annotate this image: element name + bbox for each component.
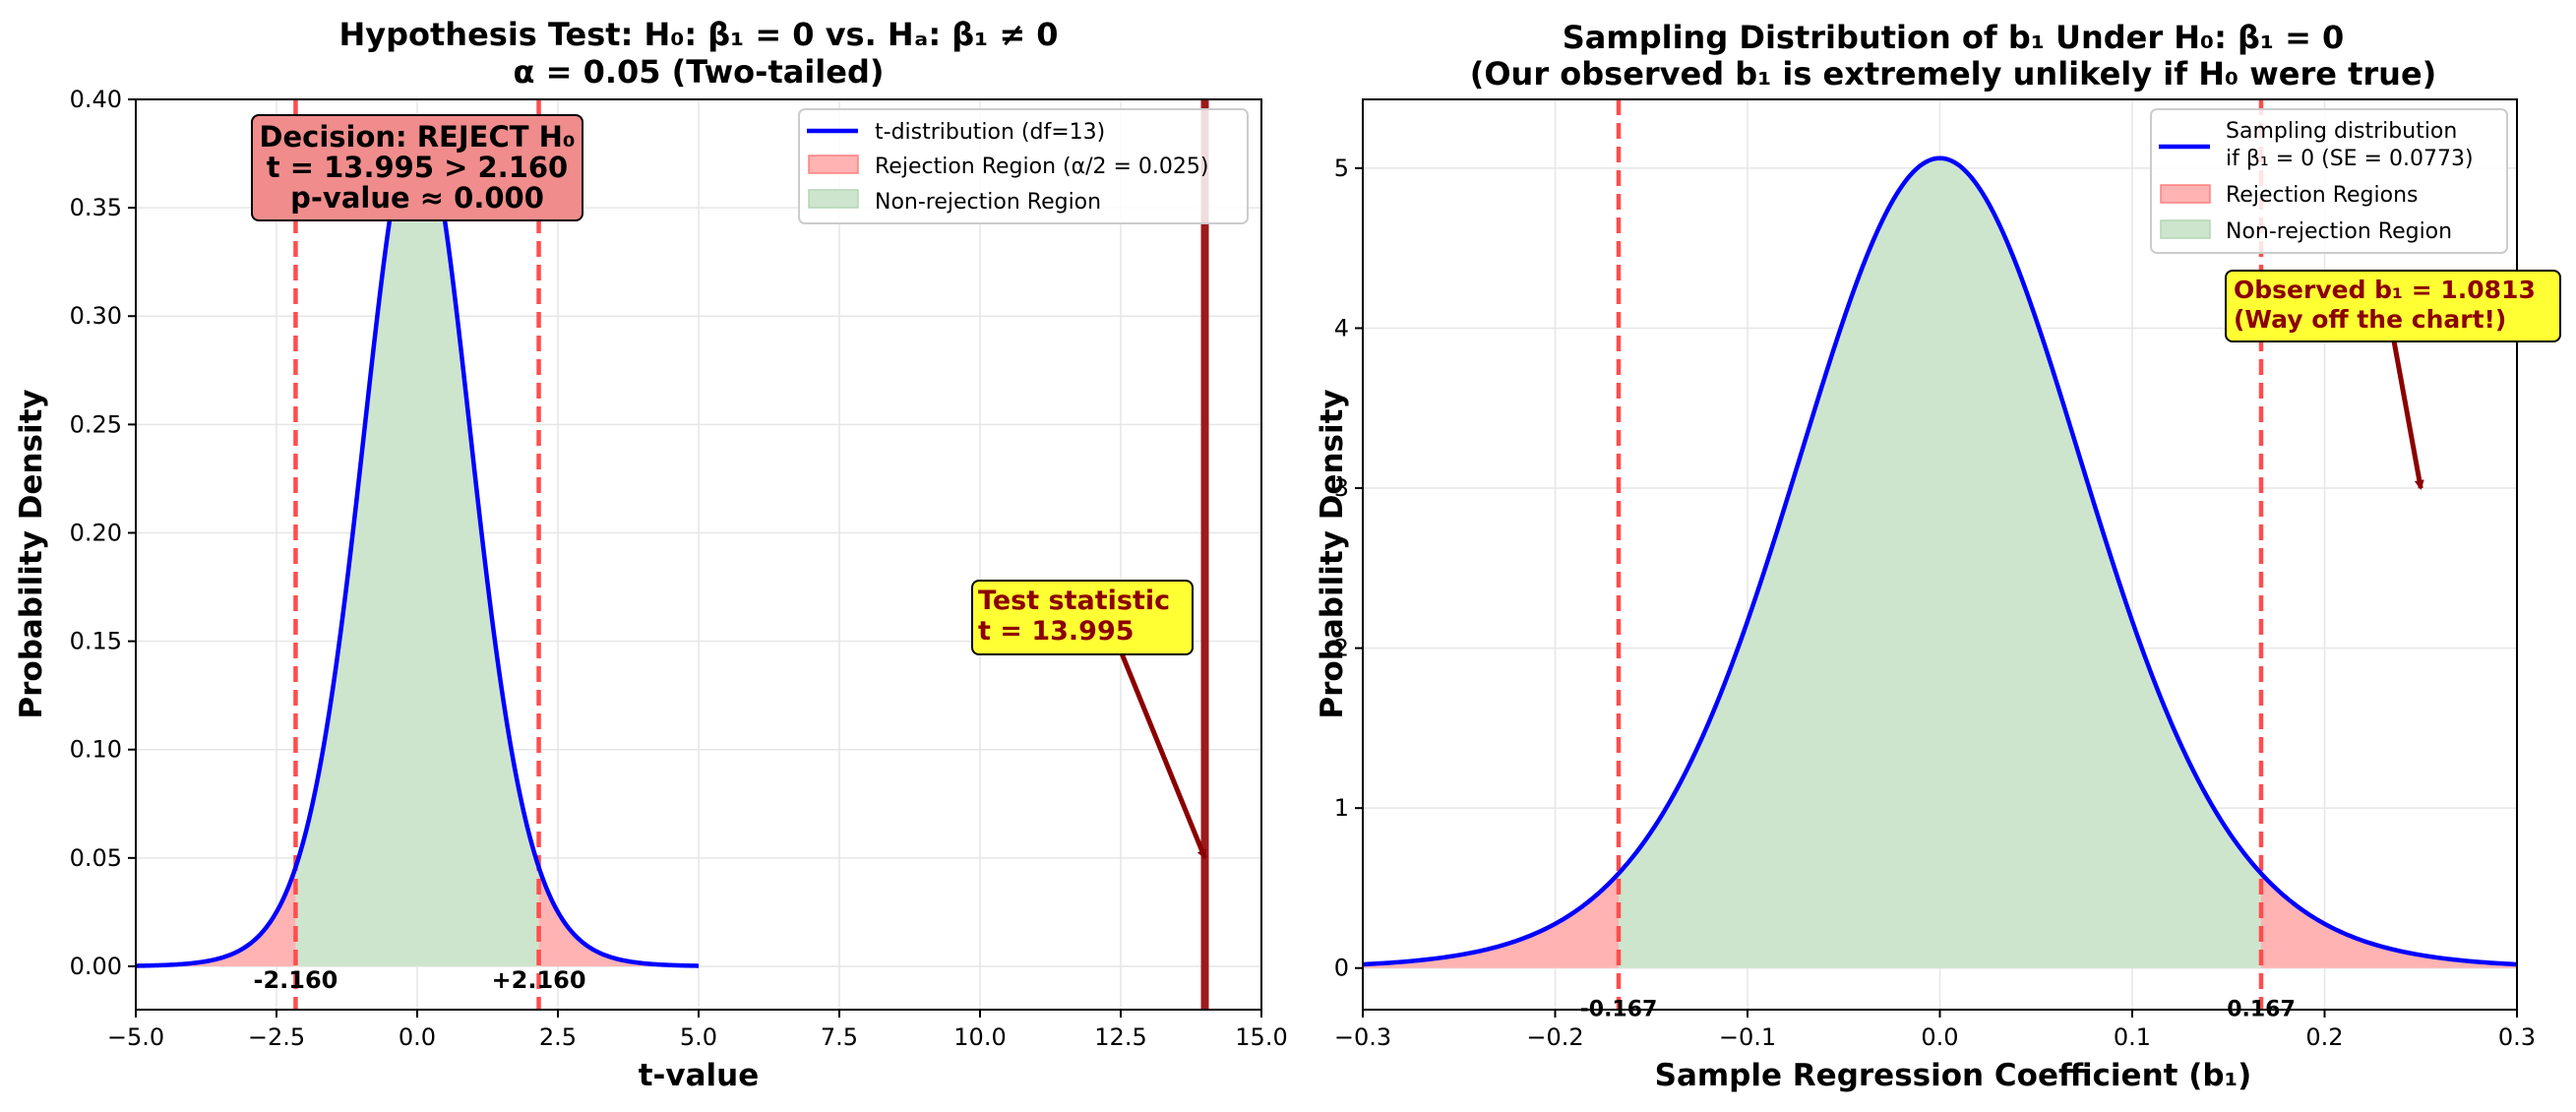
- chart1-xtick-label-2: 0.0: [399, 1023, 436, 1051]
- legend2-item-rejection: Rejection Regions: [2226, 183, 2419, 208]
- chart1-ytick-label-3: 0.15: [70, 628, 122, 655]
- chart1-test-statistic-annotation: Test statistic t = 13.995: [971, 580, 1207, 860]
- annotation1-line1: Test statistic: [978, 586, 1170, 616]
- chart1-y-axis-label: Probability Density: [14, 389, 49, 718]
- chart2-x-axis-label: Sample Regression Coefficient (b₁): [1655, 1058, 2252, 1093]
- chart1-xtick-label-5: 7.5: [821, 1023, 858, 1051]
- chart2-y-ticks: 0 1 2 3 4 5: [1334, 154, 1363, 982]
- chart1-decision-box: Decision: REJECT H₀ t = 13.995 > 2.160 p…: [251, 114, 583, 221]
- chart1-ytick-label-0: 0.00: [70, 953, 122, 980]
- chart2-rejection-region-left: [1363, 873, 1620, 968]
- chart-t-distribution: Hypothesis Test: H₀: β₁ = 0 vs. Hₐ: β₁ ≠…: [14, 16, 1288, 1093]
- chart1-xtick-label-0: −5.0: [107, 1023, 164, 1051]
- chart2-xtick-label-2: −0.1: [1719, 1023, 1776, 1051]
- chart1-xtick-label-8: 15.0: [1235, 1023, 1287, 1051]
- chart2-critical-label-right: 0.167: [2227, 998, 2296, 1022]
- chart1-ytick-label-8: 0.40: [70, 86, 122, 113]
- chart1-xtick-label-6: 10.0: [953, 1023, 1006, 1051]
- legend2-item-curve-line2: if β₁ = 0 (SE = 0.0773): [2226, 147, 2474, 171]
- chart2-xtick-label-5: 0.2: [2305, 1023, 2343, 1051]
- chart2-title-line1: Sampling Distribution of b₁ Under H₀: β₁…: [1563, 19, 2345, 56]
- chart2-ytick-label-1: 1: [1334, 794, 1349, 822]
- chart2-ytick-label-5: 5: [1334, 154, 1349, 182]
- chart1-title-line1: Hypothesis Test: H₀: β₁ = 0 vs. Hₐ: β₁ ≠…: [338, 16, 1058, 53]
- chart1-ytick-label-1: 0.05: [70, 844, 122, 872]
- chart-sampling-distribution: Sampling Distribution of b₁ Under H₀: β₁…: [1315, 19, 2561, 1093]
- chart2-xtick-label-0: −0.3: [1334, 1023, 1391, 1051]
- chart2-critical-label-left: -0.167: [1580, 998, 1658, 1022]
- chart2-ytick-label-0: 0: [1334, 955, 1349, 982]
- legend1-nonrejection-swatch: [808, 189, 859, 209]
- legend2-nonrejection-swatch: [2160, 219, 2211, 239]
- legend1-item-nonrejection: Non-rejection Region: [875, 190, 1101, 215]
- chart1-annotation-arrow: [1105, 618, 1207, 860]
- chart2-xtick-label-3: 0.0: [1921, 1023, 1958, 1051]
- chart1-xtick-label-1: −2.5: [248, 1023, 305, 1051]
- chart2-ytick-label-4: 4: [1334, 314, 1349, 341]
- chart2-legend: Sampling distribution if β₁ = 0 (SE = 0.…: [2150, 108, 2508, 254]
- chart1-xtick-label-7: 12.5: [1094, 1023, 1146, 1051]
- chart1-ytick-label-7: 0.35: [70, 194, 122, 221]
- legend2-item-curve-line1: Sampling distribution: [2226, 119, 2457, 144]
- legend2-item-nonrejection: Non-rejection Region: [2226, 219, 2452, 244]
- chart1-title-line2: α = 0.05 (Two-tailed): [514, 53, 885, 91]
- decision-line1: Decision: REJECT H₀: [259, 120, 575, 154]
- chart2-xtick-label-4: 0.1: [2114, 1023, 2151, 1051]
- chart1-x-axis-label: t-value: [639, 1058, 760, 1093]
- chart1-ytick-label-2: 0.10: [70, 736, 122, 764]
- decision-line3: p-value ≈ 0.000: [290, 181, 544, 215]
- annotation1-line2: t = 13.995: [978, 616, 1135, 647]
- legend2-rejection-swatch: [2160, 184, 2211, 204]
- annotation2-line1: Observed b₁ = 1.0813: [2234, 276, 2536, 304]
- legend1-item-curve: t-distribution (df=13): [875, 120, 1105, 145]
- chart2-title-line2: (Our observed b₁ is extremely unlikely i…: [1470, 55, 2437, 93]
- chart2-rejection-region-right: [2260, 873, 2517, 968]
- chart1-ytick-label-6: 0.30: [70, 302, 122, 330]
- chart2-y-axis-label: Probability Density: [1315, 389, 1350, 718]
- annotation2-line2: (Way off the chart!): [2234, 305, 2506, 334]
- chart2-observed-annotation: Observed b₁ = 1.0813 (Way off the chart!…: [2225, 270, 2561, 491]
- chart1-xtick-label-4: 5.0: [680, 1023, 717, 1051]
- chart2-annotation-arrow: [2387, 317, 2424, 491]
- chart1-nonrejection-region: [295, 118, 539, 966]
- chart1-legend: t-distribution (df=13) Rejection Region …: [798, 108, 1249, 224]
- chart1-ytick-label-5: 0.25: [70, 410, 122, 438]
- chart2-xtick-label-1: −0.2: [1526, 1023, 1583, 1051]
- chart1-ytick-label-4: 0.20: [70, 519, 122, 546]
- chart1-critical-label-left: -2.160: [254, 966, 338, 994]
- chart2-xtick-label-6: 0.3: [2498, 1023, 2536, 1051]
- chart1-y-ticks: 0.00 0.05 0.10 0.15 0.20 0.25 0.30 0.35 0.40: [70, 86, 136, 980]
- chart1-xtick-label-3: 2.5: [539, 1023, 577, 1051]
- chart2-x-ticks: −0.3 −0.2 −0.1 0.0 0.1 0.2 0.3: [1334, 1010, 2536, 1051]
- chart1-x-ticks: −5.0 −2.5 0.0 2.5 5.0 7.5 10.0 12.5 15.0: [107, 1010, 1288, 1051]
- chart1-critical-label-right: +2.160: [492, 966, 586, 994]
- chart2-sampling-curve: [1363, 155, 2517, 967]
- chart2-nonrejection-region: [1619, 157, 2261, 968]
- decision-line2: t = 13.995 > 2.160: [267, 151, 568, 184]
- chart2-ytick-label-3: 3: [1334, 474, 1349, 502]
- chart2-ytick-label-2: 2: [1334, 635, 1349, 662]
- legend1-item-rejection: Rejection Region (α/2 = 0.025): [875, 154, 1209, 179]
- legend1-rejection-swatch: [808, 154, 859, 174]
